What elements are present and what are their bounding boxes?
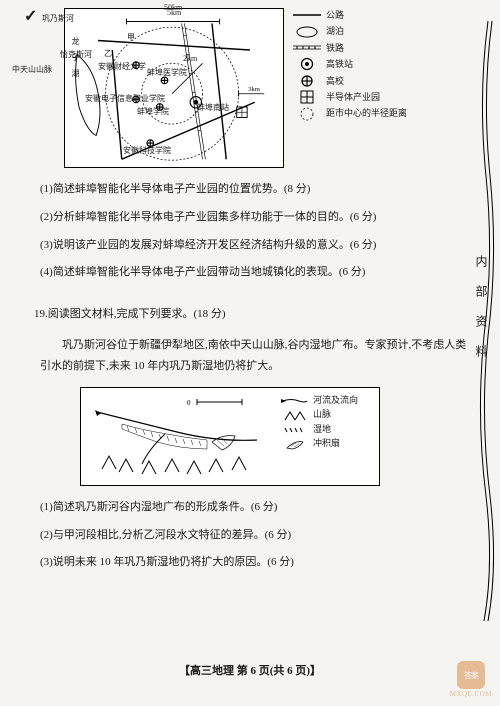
rail-icon	[292, 42, 322, 54]
q18-2: (2)分析蚌埠智能化半导体电子产业园集多样功能于一体的目的。(6 分)	[40, 208, 476, 228]
legend-hs-label: 高铁站	[326, 57, 353, 71]
watermark-logo: 答案	[457, 661, 485, 689]
watermark: 答案 MXQE.COM	[450, 661, 492, 698]
q19-para: 巩乃斯河谷位于新疆伊犁地区,南依中天山山脉,谷内湿地广布。专家预计,不考虑人类引…	[40, 335, 476, 377]
legend2-mountain: 山脉	[280, 408, 358, 422]
legend-park: 半导体产业园	[292, 90, 407, 104]
legend2-wetland: 湿地	[280, 423, 358, 437]
legend-road: 公路	[292, 8, 407, 22]
q18-3: (3)说明该产业园的发展对蚌埠经济开发区经济结构升级的意义。(6 分)	[40, 236, 476, 256]
map1-univ2: 蚌埠医学院	[147, 69, 187, 77]
page-footer: 【高三地理 第 6 页(共 6 页)】	[0, 662, 500, 678]
legend2-fan: 冲积扇	[280, 437, 358, 451]
map1-legend: 公路 湖泊 铁路 高铁站 高校 半导体产业园	[292, 8, 407, 123]
legend-hs-station: 高铁站	[292, 57, 407, 71]
map1-svg: 3km	[68, 12, 280, 164]
watermark-site: MXQE.COM	[450, 690, 492, 698]
legend-college-label: 高校	[326, 74, 344, 88]
map1-block: 3km 5km 2km 龙子湖 安徽财经大学 蚌埠医学院 安徽电子信息职业学院 …	[64, 8, 476, 168]
legend2-mountain-label: 山脉	[313, 408, 331, 422]
legend2-fan-label: 冲积扇	[313, 437, 340, 451]
college-icon	[292, 75, 322, 87]
q18-4: (4)简述蚌埠智能化半导体电子产业园带动当地城镇化的表现。(6 分)	[40, 263, 476, 283]
map2-legend: 河流及流向 山脉 湿地 冲积扇	[280, 394, 358, 479]
legend2-river: 河流及流向	[280, 394, 358, 408]
map2-scale: 50km	[164, 4, 182, 12]
legend2-river-label: 河流及流向	[313, 394, 358, 408]
map1-univ3: 安徽电子信息职业学院	[85, 95, 165, 103]
legend2-wetland-label: 湿地	[313, 423, 331, 437]
legend-rail: 铁路	[292, 41, 407, 55]
legend-radius: 距市中心的半径距离	[292, 106, 407, 120]
station-icon	[292, 58, 322, 70]
map1-box: 3km 5km 2km 龙子湖 安徽财经大学 蚌埠医学院 安徽电子信息职业学院 …	[64, 8, 284, 168]
wetland-icon	[280, 424, 310, 436]
q18-1: (1)简述蚌埠智能化半导体电子产业园的位置优势。(8 分)	[40, 180, 476, 200]
map1-lake-label: 龙子湖	[71, 37, 79, 85]
q19-1: (1)简述巩乃斯河谷内湿地广布的形成条件。(6 分)	[40, 498, 476, 518]
map1-univ4: 蚌埠学院	[137, 108, 169, 116]
park-icon	[292, 91, 322, 103]
map1-scale-mid: 2km	[183, 55, 197, 63]
mountain-icon	[280, 409, 310, 421]
q19-2: (2)与甲河段相比,分析乙河段水文特征的差异。(6 分)	[40, 526, 476, 546]
tick-mark: ✓	[24, 6, 37, 26]
map2-yi: 乙	[104, 50, 112, 58]
map2-svg: 0	[87, 394, 272, 479]
road-icon	[292, 9, 322, 21]
legend-college: 高校	[292, 74, 407, 88]
map1-station: 蚌埠南站	[197, 104, 229, 112]
legend-rail-label: 铁路	[326, 41, 344, 55]
svg-text:3km: 3km	[248, 86, 261, 93]
radius-icon	[292, 108, 322, 120]
map2-jia: 甲	[127, 34, 135, 42]
q19-title: 19.阅读图文材料,完成下列要求。(18 分)	[34, 305, 476, 325]
river-icon	[280, 395, 310, 407]
map2-block: 0	[80, 387, 380, 486]
legend-park-label: 半导体产业园	[326, 90, 380, 104]
side-text: 内部资料	[473, 255, 490, 375]
map2-mountain: 中天山山脉	[12, 66, 52, 74]
lake-icon	[292, 26, 322, 38]
map2-river-branch: 恰克斯河	[60, 51, 92, 59]
legend-lake-label: 湖泊	[326, 24, 344, 38]
fan-icon	[280, 438, 310, 450]
legend-lake: 湖泊	[292, 24, 407, 38]
map1-univ1: 安徽财经大学	[98, 63, 146, 71]
legend-radius-label: 距市中心的半径距离	[326, 106, 407, 120]
svg-text:0: 0	[187, 399, 191, 407]
q19-3: (3)说明未来 10 年巩乃斯湿地仍将扩大的原因。(6 分)	[40, 553, 476, 573]
map2-river-main: 巩乃斯河	[42, 15, 74, 23]
legend-road-label: 公路	[326, 8, 344, 22]
map1-univ5: 安徽科技学院	[123, 147, 171, 155]
